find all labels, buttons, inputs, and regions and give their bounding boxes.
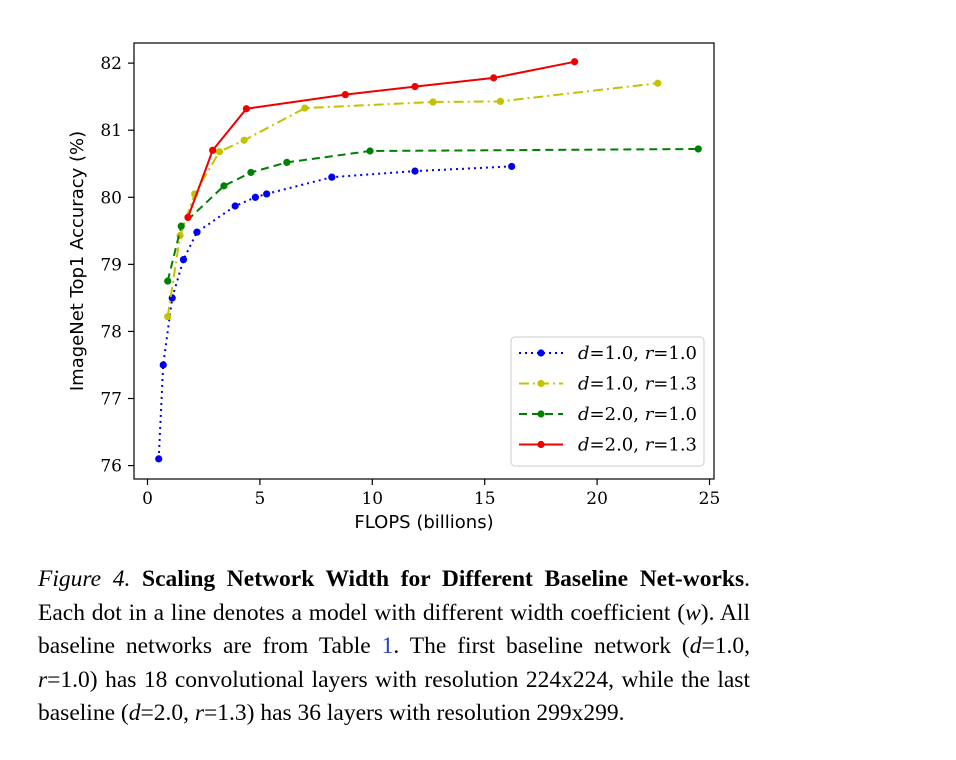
data-point [215,148,224,156]
legend-label: d=1.0, r=1.0 [578,343,697,364]
data-point [411,167,419,175]
caption-text-3: . The first baseline network ( [393,633,690,659]
series-1 [155,162,516,463]
legend-label-part: r [645,374,655,395]
accuracy-vs-flops-chart: 0 5 10 15 20 25 76 77 78 79 80 81 82 FLOPS (billion… [67,42,720,533]
y-tick-label: 76 [100,457,122,477]
series-3 [164,145,702,285]
data-point [242,105,251,113]
series-4 [184,58,579,221]
caption-text-2: ). All baseline networks are from Table [38,599,750,660]
legend-label-part: r [645,404,655,425]
data-point [155,455,163,463]
data-point [328,173,336,181]
data-point [179,256,188,264]
data-point [251,193,259,201]
y-tick-label: 79 [100,255,122,275]
y-tick-label: 77 [100,390,122,410]
legend-label-part: =1.0, [590,374,645,395]
legend-label: d=1.0, r=1.3 [578,374,697,395]
y-axis-label: ImageNet Top1 Accuracy (%) [67,131,88,391]
data-point [496,97,505,105]
legend-label-part: =2.0, [590,404,645,425]
table-reference-link[interactable]: 1 [381,633,394,659]
data-point [240,136,248,144]
caption-var-r2: r [194,700,204,726]
legend-label-part: =1.0, [590,343,645,364]
data-point [508,162,516,171]
data-point [209,146,217,154]
x-axis-label: FLOPS (billions) [354,512,493,533]
caption-text-7: =1.3) has 36 layers with resolution 299x… [204,700,625,726]
data-point [341,91,349,99]
caption-text-4: =1.0, [701,633,750,659]
data-point [301,104,309,112]
data-point [177,222,185,230]
series-line [157,165,512,459]
series-layer [155,58,702,463]
data-point [247,168,255,177]
data-point [429,98,437,106]
caption-text-1: . Each dot in a line denotes a model wit… [38,566,751,626]
caption-var-d2: d [128,700,141,726]
legend-label-part: d [578,435,590,456]
data-point [263,190,271,198]
data-point [220,182,228,190]
data-point [164,277,172,285]
x-tick-label: 10 [361,489,383,509]
legend-label-part: r [645,435,655,456]
y-axis-ticks: 76 77 78 79 80 81 82 [100,54,134,477]
x-axis-ticks: 0 5 10 15 20 25 [142,479,720,509]
caption-text-5: =1.0) has 18 convolutional layers with r… [38,666,750,727]
data-point [490,74,498,82]
y-tick-label: 82 [100,54,122,74]
legend-marker [537,379,545,388]
legend-box [510,336,705,467]
data-point [694,145,702,153]
legend-marker [537,410,545,418]
legend-label: d=2.0, r=1.3 [578,435,697,456]
figure-caption: Figure 4. Scaling Network Width for Diff… [38,563,750,731]
legend-marker [537,440,545,449]
caption-var-w: w [685,599,701,626]
legend-label: d=2.0, r=1.0 [578,404,697,425]
caption-var-r1: r [38,666,48,693]
legend-label-part: =2.0, [590,435,645,456]
figure-title: Scaling Network Width for Different Base… [142,566,745,592]
legend-label-part: d [578,404,590,425]
x-tick-label: 20 [586,489,608,509]
y-tick-label: 80 [100,188,122,208]
data-point [184,213,192,221]
y-tick-label: 78 [100,322,122,342]
legend-label-part: d [578,343,590,364]
y-tick-label: 81 [100,121,122,141]
data-point [231,202,239,210]
data-point [283,158,291,166]
x-tick-label: 5 [254,489,265,509]
legend-marker [537,349,545,357]
legend-label-part: =1.0 [653,343,697,364]
x-tick-label: 25 [699,489,721,509]
data-point [654,79,662,87]
data-point [168,294,176,302]
legend-label-part: =1.0 [653,404,697,425]
x-tick-label: 0 [142,489,153,509]
data-point [411,83,419,91]
legend-label-part: =1.3 [653,374,697,395]
caption-var-d1: d [689,633,702,659]
x-tick-label: 15 [474,489,496,509]
data-point [193,228,201,236]
legend-label-part: r [645,343,655,364]
caption-text-6: =2.0, [140,700,195,726]
legend-label-part: d [578,374,590,395]
legend-label-part: =1.3 [653,435,697,456]
data-point [164,313,172,321]
data-point [159,361,167,369]
figure-label: Figure 4. [38,566,131,592]
legend: d=1.0, r=1.0d=1.0, r=1.3d=2.0, r=1.0d=2.… [510,336,705,467]
data-point [571,58,579,66]
data-point [366,147,374,155]
